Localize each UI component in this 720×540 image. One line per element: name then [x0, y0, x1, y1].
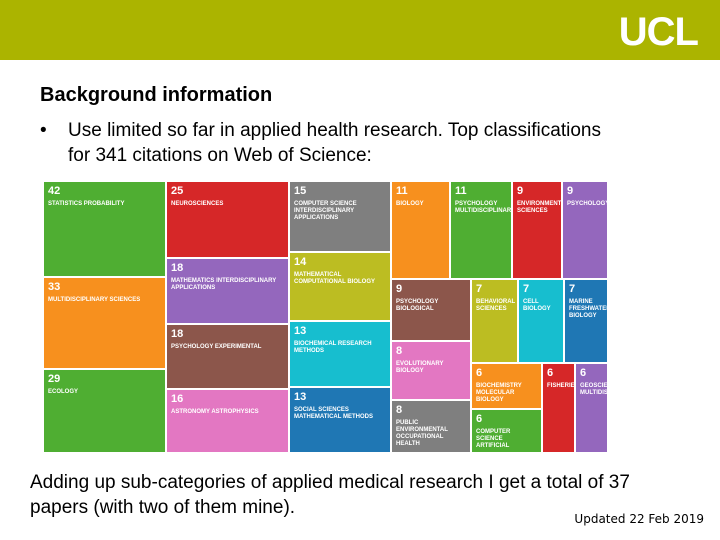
treemap-tile: 14 MATHEMATICAL COMPUTATIONAL BIOLOGY [289, 252, 391, 321]
tile-count: 7 [523, 283, 530, 295]
treemap-tile: 6 GEOSCIENCES MULTIDISCIPLINARY [575, 363, 608, 453]
tile-label: COMPUTER SCIENCE ARTIFICIAL [476, 429, 511, 449]
title: Background information [40, 84, 273, 106]
tile-label: PSYCHOLOGY [567, 201, 608, 207]
tile-count: 7 [476, 283, 483, 295]
tile-count: 6 [476, 413, 483, 425]
treemap-tile: 8 EVOLUTIONARY BIOLOGY [391, 341, 471, 400]
treemap-tile: 42 STATISTICS PROBABILITY [43, 181, 166, 277]
tile-count: 18 [171, 328, 184, 340]
tile-count: 25 [171, 185, 184, 197]
tile-count: 42 [48, 185, 61, 197]
tile-label: EVOLUTIONARY BIOLOGY [396, 361, 444, 374]
treemap-tile: 13 SOCIAL SCIENCES MATHEMATICAL METHODS [289, 387, 391, 453]
tile-count: 9 [396, 283, 403, 295]
tile-label: PSYCHOLOGY MULTIDISCIPLINARY [455, 201, 512, 214]
tile-label: SOCIAL SCIENCES MATHEMATICAL METHODS [294, 407, 373, 420]
tile-count: 9 [567, 185, 574, 197]
tile-label: MULTIDISCIPLINARY SCIENCES [48, 297, 141, 303]
logo: UCL [618, 10, 699, 54]
tile-count: 11 [455, 185, 467, 197]
tile-count: 9 [517, 185, 524, 197]
treemap-tile: 9 PSYCHOLOGY [562, 181, 608, 279]
tile-count: 6 [580, 367, 587, 379]
tile-label: COMPUTER SCIENCE INTERDISCIPLINARY APPLI… [294, 201, 357, 221]
tile-label: BEHAVIORAL SCIENCES [476, 299, 516, 312]
tile-count: 33 [48, 281, 61, 293]
tile-count: 8 [396, 345, 403, 357]
tile-label: MARINE FRESHWATER BIOLOGY [569, 299, 608, 319]
treemap-tile: 29 ECOLOGY [43, 369, 166, 453]
tile-count: 6 [547, 367, 554, 379]
treemap-tile: 11 BIOLOGY [391, 181, 450, 279]
tile-count: 13 [294, 325, 307, 337]
tile-label: FISHERIES [547, 383, 575, 389]
tile-count: 6 [476, 367, 483, 379]
treemap-tile: 9 PSYCHOLOGY BIOLOGICAL [391, 279, 471, 341]
tile-count: 14 [294, 256, 307, 268]
footer: Updated 22 Feb 2019 [574, 512, 704, 526]
treemap-tile: 8 PUBLIC ENVIRONMENTAL OCCUPATIONAL HEALT… [391, 400, 471, 453]
tile-count: 8 [396, 404, 403, 416]
tile-count: 29 [48, 373, 61, 385]
treemap-tile: 7 BEHAVIORAL SCIENCES [471, 279, 518, 363]
tile-label: GEOSCIENCES MULTIDISCIPLINARY [580, 383, 608, 396]
tile-label: BIOCHEMISTRY MOLECULAR BIOLOGY [476, 383, 522, 403]
tile-label: NEUROSCIENCES [171, 201, 224, 207]
bullet: Use limited so far in applied health res… [40, 118, 628, 168]
tile-label: STATISTICS PROBABILITY [48, 201, 125, 207]
treemap-tile: 7 MARINE FRESHWATER BIOLOGY [564, 279, 608, 363]
tile-label: MATHEMATICS INTERDISCIPLINARY APPLICATIO… [171, 278, 277, 291]
treemap-tile: 13 BIOCHEMICAL RESEARCH METHODS [289, 321, 391, 387]
tile-label: PUBLIC ENVIRONMENTAL OCCUPATIONAL HEALTH [396, 420, 448, 447]
tile-count: 11 [396, 185, 408, 197]
body-text: Adding up sub-categories of applied medi… [30, 472, 630, 518]
tile-label: BIOCHEMICAL RESEARCH METHODS [294, 341, 372, 354]
treemap-tile: 18 PSYCHOLOGY EXPERIMENTAL [166, 324, 289, 389]
tile-count: 16 [171, 393, 184, 405]
treemap-tile: 25 NEUROSCIENCES [166, 181, 289, 258]
tile-label: PSYCHOLOGY EXPERIMENTAL [171, 344, 262, 350]
tile-label: MATHEMATICAL COMPUTATIONAL BIOLOGY [294, 272, 375, 285]
treemap-tile: 15 COMPUTER SCIENCE INTERDISCIPLINARY APP… [289, 181, 391, 252]
treemap-tile: 6 COMPUTER SCIENCE ARTIFICIAL [471, 409, 542, 453]
header-bar: UCL [0, 0, 720, 60]
treemap-tile: 16 ASTRONOMY ASTROPHYSICS [166, 389, 289, 453]
tile-label: BIOLOGY [396, 201, 424, 207]
tile-label: ENVIRONMENTAL SCIENCES [517, 201, 561, 214]
tile-label: PSYCHOLOGY BIOLOGICAL [396, 299, 439, 312]
treemap-tile: 6 BIOCHEMISTRY MOLECULAR BIOLOGY [471, 363, 542, 409]
treemap-tile: 9 ENVIRONMENTAL SCIENCES [512, 181, 562, 279]
tile-label: ECOLOGY [48, 389, 79, 395]
tile-label: ASTRONOMY ASTROPHYSICS [171, 409, 259, 415]
treemap-tile: 6 FISHERIES [542, 363, 575, 453]
tile-label: CELL BIOLOGY [523, 299, 551, 312]
tile-count: 18 [171, 262, 184, 274]
treemap-tile: 7 CELL BIOLOGY [518, 279, 564, 363]
tile-count: 13 [294, 391, 307, 403]
tile-count: 7 [569, 283, 576, 295]
treemap-tile: 33 MULTIDISCIPLINARY SCIENCES [43, 277, 166, 369]
treemap-tile: 18 MATHEMATICS INTERDISCIPLINARY APPLICAT… [166, 258, 289, 324]
treemap-tile: 11 PSYCHOLOGY MULTIDISCIPLINARY [450, 181, 512, 279]
tile-count: 15 [294, 185, 307, 197]
